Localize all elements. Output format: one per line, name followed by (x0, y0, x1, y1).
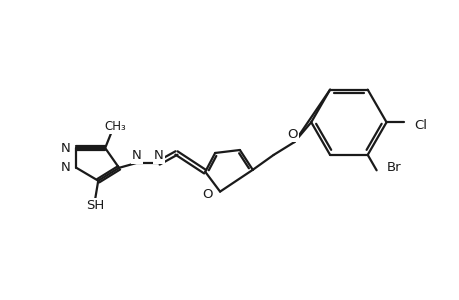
Text: O: O (286, 128, 297, 141)
Text: N: N (153, 149, 163, 162)
Text: Cl: Cl (414, 119, 426, 132)
Text: N: N (61, 142, 70, 154)
Text: Br: Br (386, 161, 400, 174)
Text: N: N (61, 161, 70, 174)
Text: N: N (132, 149, 141, 162)
Text: O: O (202, 188, 213, 201)
Text: CH₃: CH₃ (104, 120, 126, 133)
Text: SH: SH (86, 199, 104, 212)
